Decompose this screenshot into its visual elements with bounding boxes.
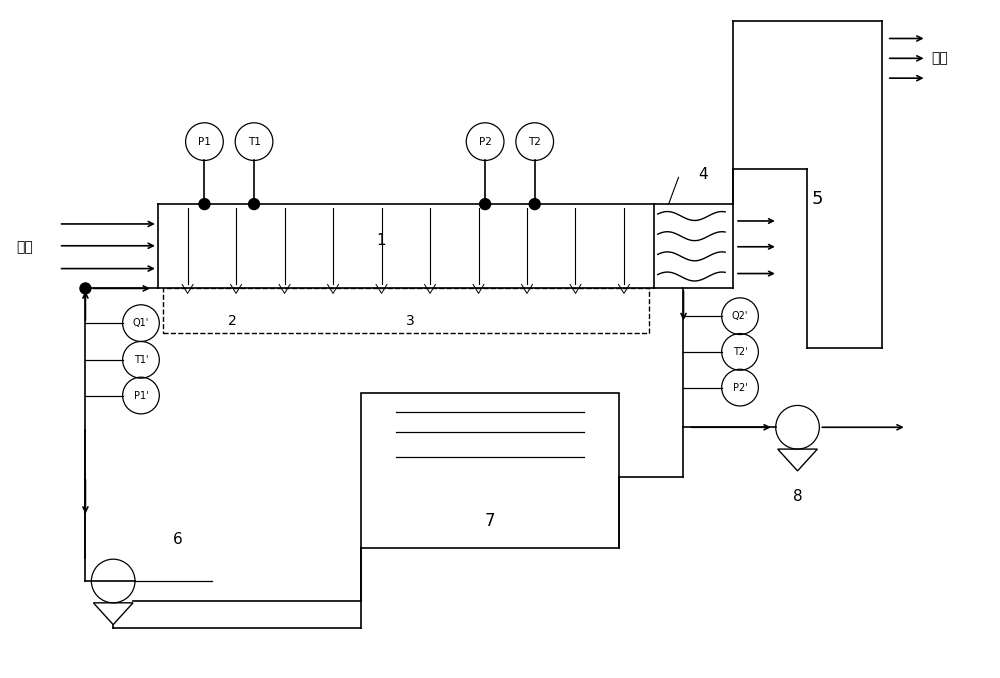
Text: P1: P1: [198, 137, 211, 146]
Text: Q1': Q1': [133, 318, 149, 328]
Text: 7: 7: [485, 511, 495, 530]
Text: T2: T2: [528, 137, 541, 146]
Circle shape: [199, 199, 210, 210]
Text: P2': P2': [733, 382, 747, 393]
Text: T1': T1': [134, 355, 148, 365]
Circle shape: [80, 283, 91, 294]
Text: Q2': Q2': [732, 311, 748, 321]
Text: 1: 1: [376, 233, 386, 248]
Text: T1: T1: [248, 137, 260, 146]
Text: 5: 5: [812, 190, 823, 208]
Text: P2: P2: [479, 137, 492, 146]
Text: 烟气: 烟气: [931, 52, 948, 65]
Text: 6: 6: [173, 532, 183, 547]
Text: 4: 4: [699, 167, 708, 182]
Text: T2': T2': [733, 347, 747, 357]
Circle shape: [249, 199, 259, 210]
Circle shape: [480, 199, 491, 210]
Text: 8: 8: [793, 489, 802, 504]
Text: 3: 3: [406, 314, 415, 328]
Circle shape: [529, 199, 540, 210]
Text: 烟气: 烟气: [16, 240, 33, 254]
Text: 2: 2: [228, 314, 237, 328]
Text: P1': P1': [134, 391, 148, 401]
